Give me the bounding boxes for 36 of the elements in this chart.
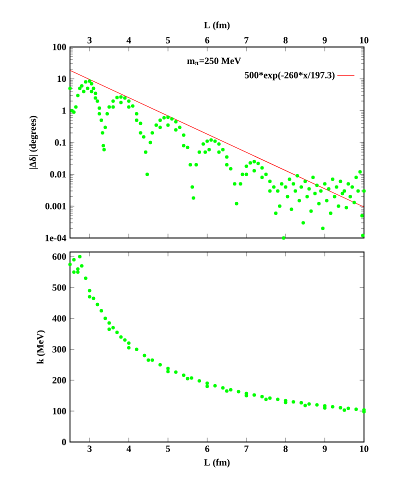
y-tick-label: 500 (52, 284, 66, 291)
x-tick-label: 6 (205, 446, 210, 452)
x-tick-label: 4 (126, 37, 131, 44)
x-tick-label: 6 (205, 37, 210, 44)
x-tick-label: 7 (244, 37, 249, 44)
y-tick-label: 400 (52, 315, 66, 322)
y-tick-label: 1 (62, 108, 66, 114)
y-tick-label: 100 (52, 44, 66, 50)
y-axis-title: k (MeV) (36, 330, 46, 364)
y-tick-label: 0 (62, 438, 66, 446)
x-tick-label: 9 (322, 446, 327, 452)
x-axis-title: L (fm) (204, 458, 230, 468)
legend-label: 500*exp(-260*x/197.3) (244, 72, 335, 80)
annotation: m$_{π}$=250 MeV (187, 58, 242, 66)
x-tick-label: 10 (360, 36, 368, 44)
x-tick-label: 9 (322, 37, 327, 44)
x-tick-label: 10 (360, 446, 368, 452)
x-tick-label: 8 (284, 446, 288, 452)
y-tick-label: 100 (52, 408, 66, 414)
x-axis-title: L (fm) (204, 21, 230, 30)
y-tick-label: 1e-04 (46, 234, 66, 242)
x-tick-label: 3 (88, 37, 92, 44)
x-tick-label: 5 (166, 37, 170, 44)
x-tick-label: 8 (284, 36, 288, 44)
x-tick-label: 4 (126, 446, 131, 452)
x-tick-label: 7 (244, 446, 249, 452)
y-axis-title: |Δδ| (degrees) (29, 116, 38, 169)
y-tick-label: 10 (58, 76, 66, 82)
y-tick-label: 0.1 (54, 139, 66, 146)
y-tick-label: 300 (52, 346, 66, 353)
y-tick-label: 600 (52, 253, 66, 260)
x-tick-label: 3 (88, 446, 92, 452)
y-tick-label: 0.01 (50, 171, 66, 178)
y-tick-label: 200 (52, 377, 66, 384)
y-tick-label: 0.001 (45, 202, 66, 210)
x-tick-label: 5 (166, 446, 170, 452)
